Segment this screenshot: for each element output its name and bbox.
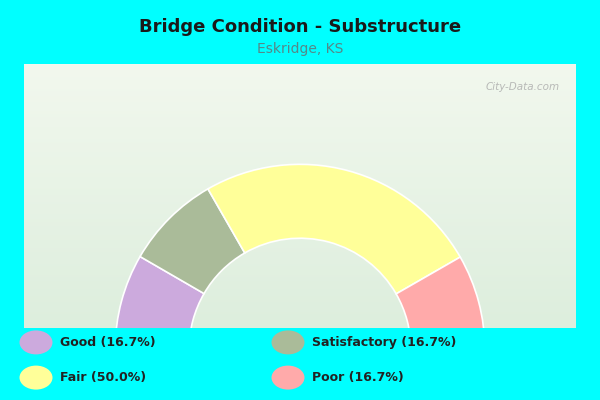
Text: Poor (16.7%): Poor (16.7%) — [312, 371, 404, 384]
Wedge shape — [140, 189, 245, 294]
Wedge shape — [396, 257, 485, 350]
Text: Fair (50.0%): Fair (50.0%) — [60, 371, 146, 384]
Text: Satisfactory (16.7%): Satisfactory (16.7%) — [312, 336, 457, 349]
Ellipse shape — [19, 330, 53, 354]
Ellipse shape — [271, 366, 305, 390]
Text: Good (16.7%): Good (16.7%) — [60, 336, 155, 349]
Ellipse shape — [271, 330, 305, 354]
Ellipse shape — [19, 366, 53, 390]
Text: Eskridge, KS: Eskridge, KS — [257, 42, 343, 56]
Wedge shape — [208, 164, 460, 294]
Wedge shape — [115, 256, 204, 349]
Text: City-Data.com: City-Data.com — [485, 82, 559, 92]
Text: Bridge Condition - Substructure: Bridge Condition - Substructure — [139, 18, 461, 36]
